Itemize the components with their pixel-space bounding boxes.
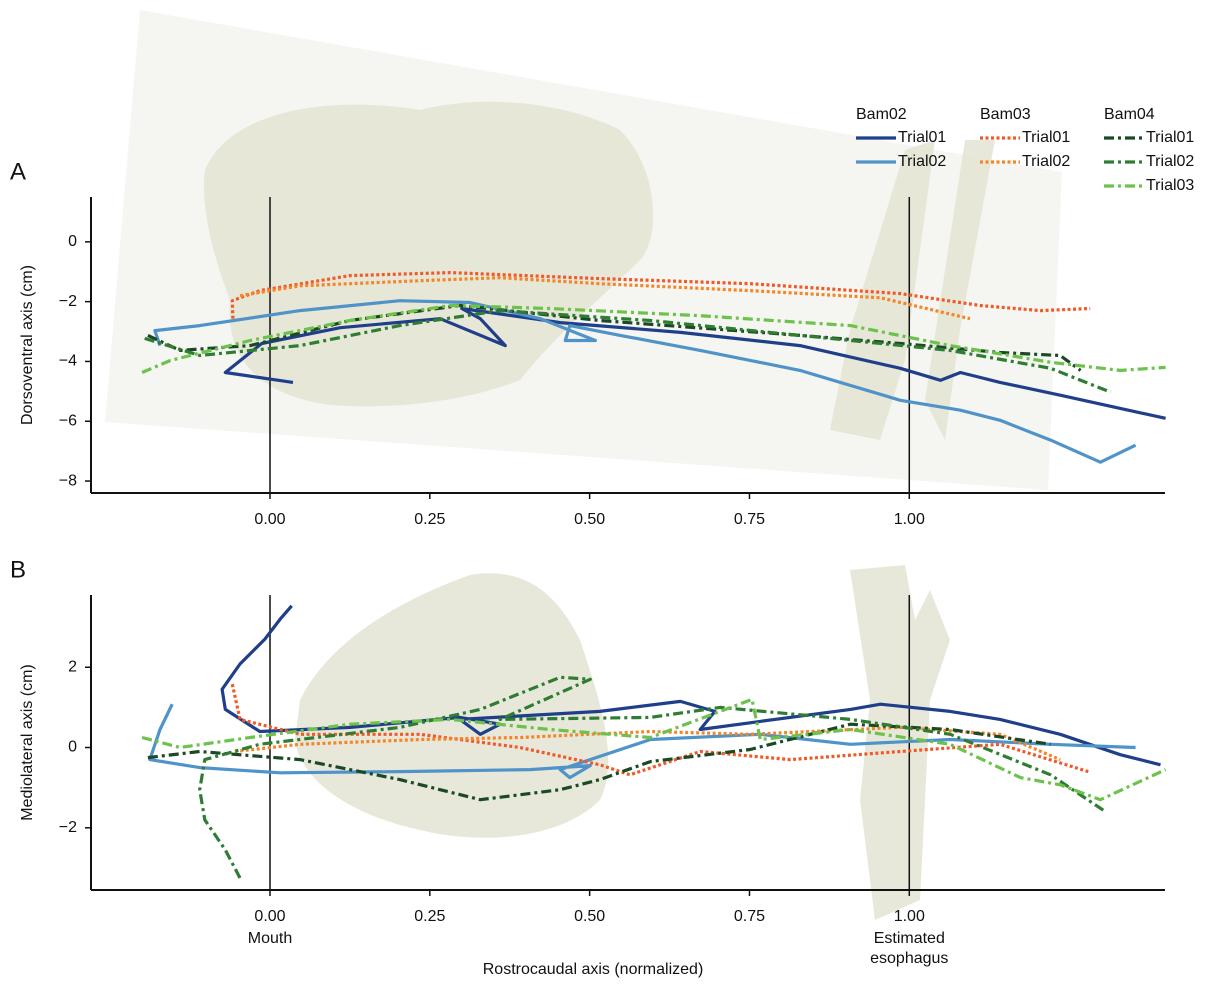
x-tick-label: 0.25 (414, 908, 445, 925)
y-tick-label: 0 (68, 739, 77, 756)
x-tick-label: 0.00 (254, 511, 285, 528)
annotation: Mouth (248, 930, 292, 947)
panel-label: B (10, 556, 26, 583)
figure: A 0 −2 −4 −6 −8 0.00 0.25 0.50 0.75 1.00 Dorsoventr… (0, 0, 1216, 985)
legend-label: Trial01 (1146, 129, 1194, 146)
legend-title: Bam02 (856, 106, 907, 123)
x-tick-label: 0.75 (734, 908, 765, 925)
legend-title: Bam04 (1104, 106, 1155, 123)
y-tick-label: −8 (59, 472, 77, 489)
legend-label: Trial02 (1022, 153, 1070, 170)
legend-label: Trial02 (1146, 153, 1194, 170)
y-tick-label: −2 (59, 819, 77, 836)
annotation: Estimated (874, 930, 945, 947)
x-tick-label: 0.00 (254, 908, 285, 925)
x-tick-label: 0.25 (414, 511, 445, 528)
y-axis-title: Mediolateral axis (cm) (19, 664, 36, 820)
legend-title: Bam03 (980, 106, 1031, 123)
x-tick-label: 1.00 (894, 511, 925, 528)
legend-label: Trial01 (1022, 129, 1070, 146)
panel: B 2 0 −2 0.00 0.25 0.50 0.75 1.00 Mediolateral ax… (10, 556, 1166, 978)
y-tick-label: −6 (59, 412, 77, 429)
y-tick-label: 0 (68, 233, 77, 250)
legend-label: Trial03 (1146, 177, 1194, 194)
x-axis-title: Rostrocaudal axis (normalized) (483, 961, 704, 978)
x-tick-label: 0.50 (574, 511, 605, 528)
x-tick-label: 0.50 (574, 908, 605, 925)
y-axis-title: Dorsoventral axis (cm) (19, 265, 36, 425)
x-tick-label: 0.75 (734, 511, 765, 528)
legend-label: Trial01 (898, 129, 946, 146)
y-tick-label: 2 (68, 658, 77, 675)
x-tick-label: 1.00 (894, 908, 925, 925)
panel-label: A (10, 158, 26, 185)
legend-label: Trial02 (898, 153, 946, 170)
annotation: esophagus (870, 950, 948, 967)
y-tick-label: −4 (59, 353, 77, 370)
y-tick-label: −2 (59, 293, 77, 310)
